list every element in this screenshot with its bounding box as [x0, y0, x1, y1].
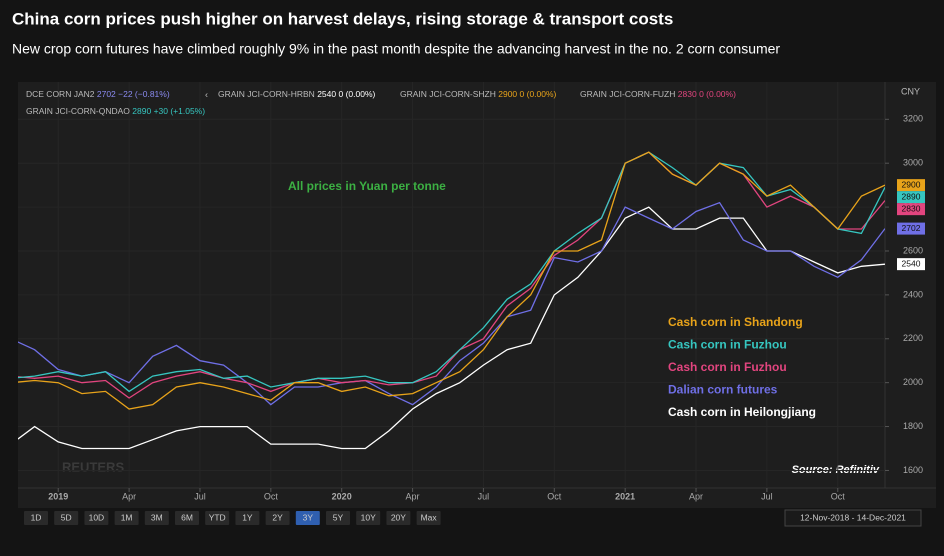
price-tag: [897, 222, 925, 235]
y-tick-label: 2200: [903, 333, 923, 343]
instrument-value: 2540: [317, 89, 336, 99]
instrument-name: GRAIN JCI-CORN-FUZH: [580, 89, 675, 99]
x-tick-label: Oct: [831, 491, 846, 501]
legend-entry: Cash corn in Heilongjiang: [668, 405, 816, 419]
range-button[interactable]: [205, 511, 230, 525]
range-button[interactable]: [144, 511, 169, 525]
x-tick-label: Apr: [122, 491, 136, 501]
legend-entry: Dalian corn futures: [668, 383, 778, 397]
instrument-change: −22 (−0.81%): [118, 89, 170, 99]
instrument: GRAIN JCI-CORN-SHZH 2900 0 (0.00%): [400, 89, 557, 99]
instrument: GRAIN JCI-CORN-HRBN 2540 0 (0.00%): [218, 89, 376, 99]
range-button[interactable]: [386, 511, 411, 525]
instrument-value: 2890: [132, 106, 151, 116]
instrument-value: 2830: [678, 89, 697, 99]
watermark: REUTERS: [62, 459, 124, 474]
legend-entry: Cash corn in Fuzhou: [668, 338, 787, 352]
instrument-name: GRAIN JCI-CORN-QNDAO: [26, 106, 130, 116]
instrument-name: GRAIN JCI-CORN-HRBN: [218, 89, 315, 99]
range-button-label: 5D: [61, 512, 72, 522]
x-tick-label: 2021: [615, 491, 635, 501]
instrument: GRAIN JCI-CORN-QNDAO 2890 +30 (+1.05%): [26, 106, 205, 116]
range-button[interactable]: [295, 511, 320, 525]
y-tick-label: 1600: [903, 465, 923, 475]
price-tag: [897, 258, 925, 271]
source: Source: Refinitiv: [792, 464, 880, 476]
instrument-name: DCE CORN JAN2: [26, 89, 95, 99]
range-button-label: 6M: [181, 512, 193, 522]
range-button-label: 5Y: [333, 512, 344, 522]
price-tag-label: 2830: [902, 203, 921, 213]
x-tick-label: Oct: [547, 491, 562, 501]
range-button-label: 2Y: [272, 512, 283, 522]
x-tick-label: Jul: [478, 491, 490, 501]
range-button-label: 1M: [121, 512, 133, 522]
plot-area: [18, 82, 885, 488]
range-button[interactable]: [265, 511, 290, 525]
range-button[interactable]: [54, 511, 79, 525]
range-button-label: 1D: [31, 512, 42, 522]
range-button[interactable]: [326, 511, 350, 525]
instrument-change: +30 (+1.05%): [154, 106, 206, 116]
y-tick-label: 2600: [903, 245, 923, 255]
instrument-change: 0 (0.00%): [699, 89, 736, 99]
range-button-label: 20Y: [391, 512, 406, 522]
x-tick-label: Apr: [689, 491, 703, 501]
range-button-label: 3Y: [303, 512, 314, 522]
y-tick-label: 2400: [903, 289, 923, 299]
instrument-value: 2702: [97, 89, 116, 99]
chart-subtitle: New crop corn futures have climbed rough…: [12, 41, 780, 57]
range-button[interactable]: [356, 511, 381, 525]
instrument-change: 0 (0.00%): [338, 89, 375, 99]
date-range-label: 12-Nov-2018 - 14-Dec-2021: [800, 512, 906, 522]
x-tick-label: 2019: [48, 491, 68, 501]
series-line: [18, 151, 885, 410]
range-button[interactable]: [235, 511, 260, 525]
scroll-arrow[interactable]: ‹: [205, 89, 208, 99]
price-tag: [897, 203, 925, 216]
range-button-label: 3M: [151, 512, 163, 522]
range-button-label: 1Y: [242, 512, 253, 522]
x-tick-label: Apr: [406, 491, 420, 501]
instrument: GRAIN JCI-CORN-FUZH 2830 0 (0.00%): [580, 89, 736, 99]
instrument-value: 2900: [498, 89, 517, 99]
y-tick-label: 3200: [903, 114, 923, 124]
price-tag: [897, 179, 925, 192]
x-tick-label: Jul: [194, 491, 206, 501]
date-range[interactable]: [784, 509, 922, 527]
instrument-change: 0 (0.00%): [520, 89, 557, 99]
y-tick-label: 1800: [903, 421, 923, 431]
y-tick-label: 3000: [903, 158, 923, 168]
range-button[interactable]: [114, 511, 139, 525]
currency: CNY: [901, 86, 920, 96]
y-tick-label: 2000: [903, 377, 923, 387]
legend-entry: Cash corn in Shandong: [668, 315, 803, 329]
series-line: [18, 206, 885, 450]
range-button[interactable]: [175, 511, 199, 525]
range-button[interactable]: [84, 511, 109, 525]
x-tick-label: Oct: [264, 491, 279, 501]
series-line: [18, 201, 885, 406]
x-tick-label: 2020: [332, 491, 352, 501]
chart-title: China corn prices push higher on harvest…: [12, 9, 673, 28]
range-button-label: 10D: [89, 512, 105, 522]
price-tag-label: 2540: [902, 258, 921, 268]
range-button[interactable]: [24, 511, 48, 525]
x-tick-label: Jul: [761, 491, 773, 501]
series-line: [18, 151, 885, 393]
instrument: DCE CORN JAN2 2702 −22 (−0.81%): [26, 89, 170, 99]
price-tag-label: 2900: [902, 179, 921, 189]
legend-entry: Cash corn in Fuzhou: [668, 360, 787, 374]
price-tag: [897, 191, 925, 204]
range-button[interactable]: [416, 511, 441, 525]
range-button-label: 10Y: [361, 512, 376, 522]
range-button-label: YTD: [209, 512, 226, 522]
price-tag-label: 2890: [902, 191, 921, 201]
price-tag-label: 2702: [902, 223, 921, 233]
instrument-name: GRAIN JCI-CORN-SHZH: [400, 89, 496, 99]
annotation: All prices in Yuan per tonne: [288, 179, 446, 193]
range-button-label: Max: [421, 512, 438, 522]
